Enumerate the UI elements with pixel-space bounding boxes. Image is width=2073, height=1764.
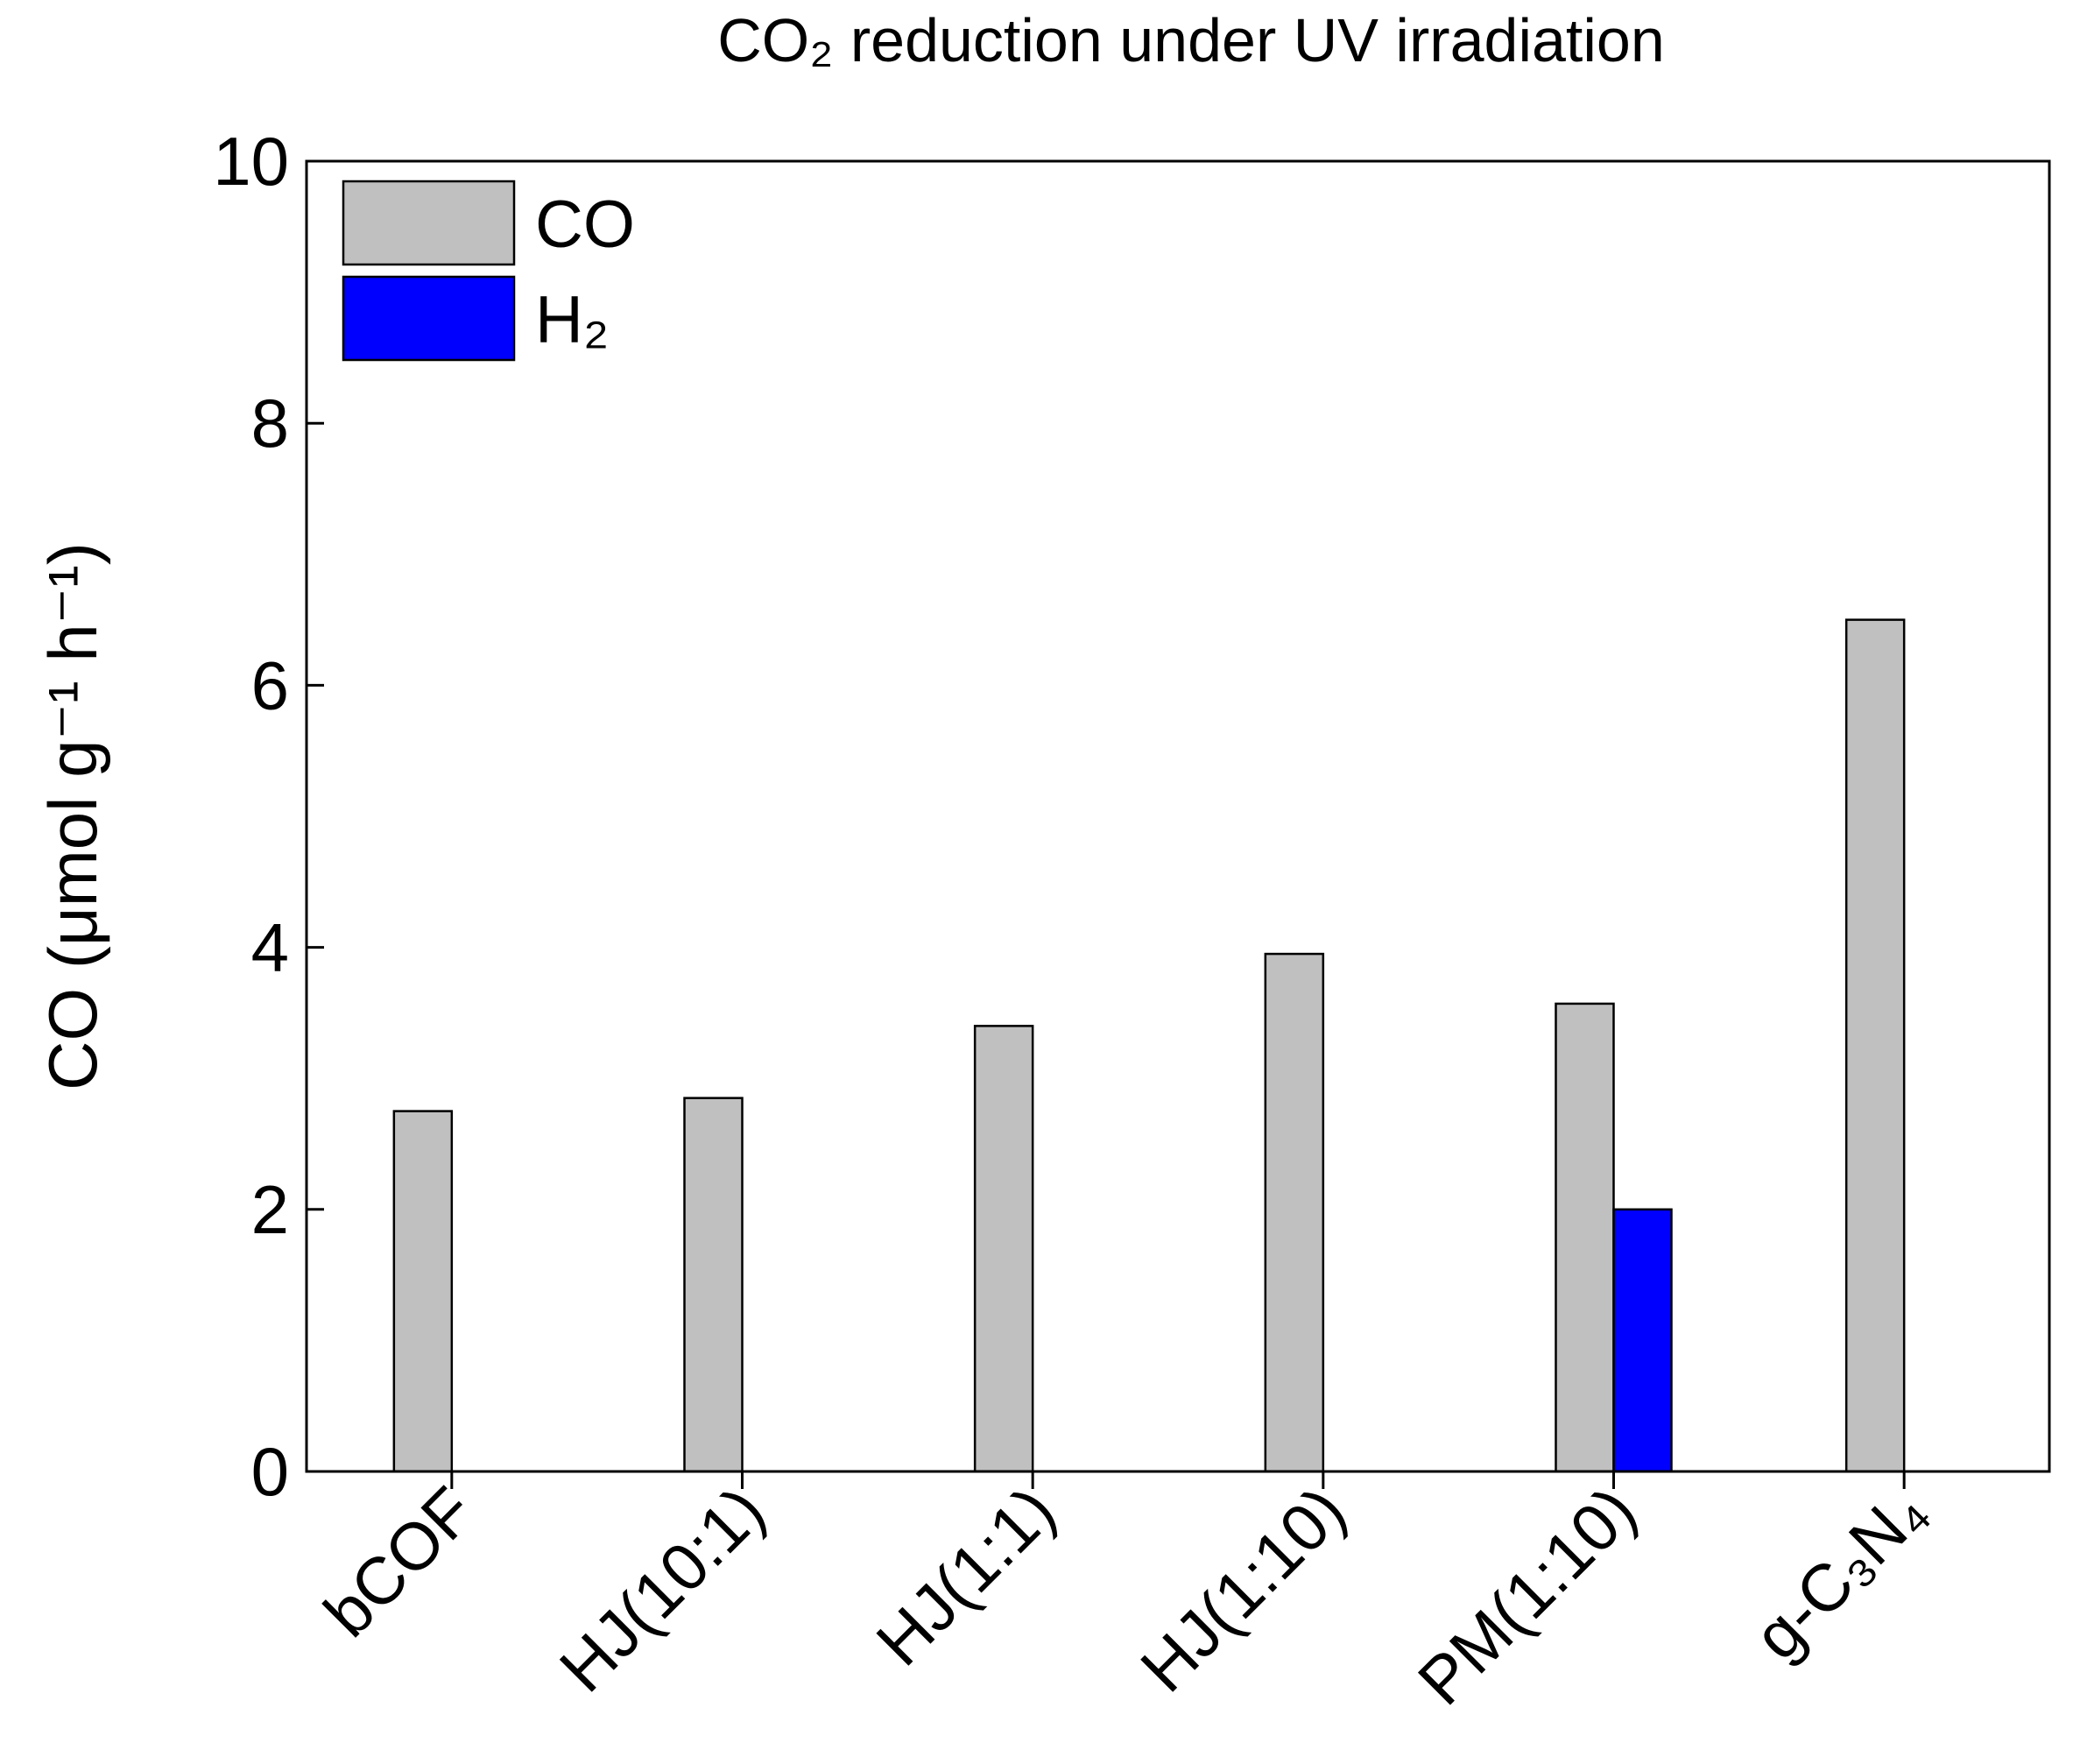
legend-label: CO (535, 187, 635, 262)
bar (392, 1110, 454, 1473)
bar (1612, 1208, 1673, 1473)
bar (1844, 618, 1906, 1473)
legend-swatch (342, 180, 516, 266)
bar (1555, 1002, 1615, 1473)
x-tick-label: HJ(10:1) (546, 1473, 779, 1706)
legend-label: H₂ (535, 283, 609, 357)
chart-title: CO₂ reduction under UV irradiation (717, 6, 1665, 74)
y-tick-label: 4 (251, 909, 289, 986)
x-tick-label: g-C₃N₄ (1740, 1473, 1941, 1674)
plot-frame (305, 159, 2051, 1473)
bar (683, 1097, 744, 1473)
y-tick-label: 10 (213, 123, 289, 200)
bar (1264, 952, 1325, 1473)
bar (973, 1025, 1034, 1473)
x-tick-label: PM(1:10) (1404, 1473, 1650, 1719)
y-tick-label: 0 (251, 1433, 289, 1510)
x-tick-label: HJ(1:1) (863, 1473, 1069, 1680)
y-tick-label: 6 (251, 646, 289, 723)
x-tick-label: HJ(1:10) (1127, 1473, 1360, 1706)
y-tick-label: 8 (251, 385, 289, 462)
legend-swatch (342, 275, 516, 362)
y-axis-label: CO (μmol g⁻¹ h⁻¹) (34, 542, 111, 1090)
x-tick-label: bCOF (310, 1473, 488, 1651)
y-tick-label: 2 (251, 1171, 289, 1248)
